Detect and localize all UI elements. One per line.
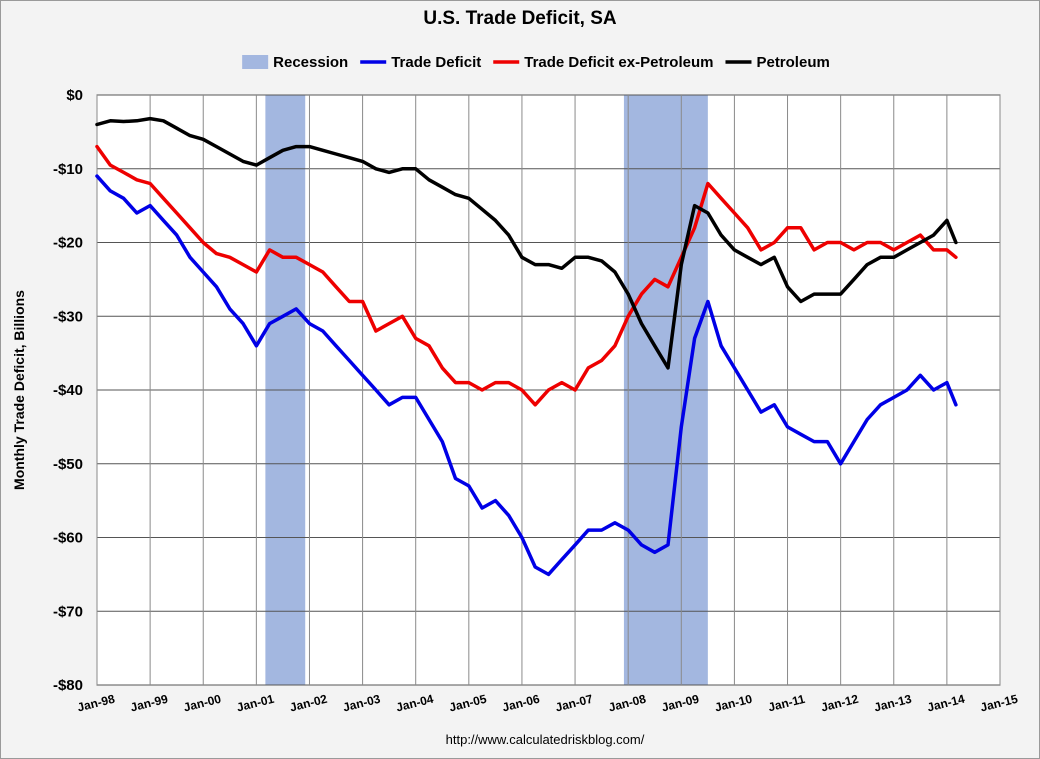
legend-label: Petroleum	[756, 54, 829, 71]
series-petroleum	[95, 116, 958, 370]
x-tick-label: Jan-13	[873, 692, 914, 715]
legend-swatch-recession	[242, 55, 269, 69]
source-url: http://www.calculatedriskblog.com/	[446, 732, 645, 747]
x-tick-label: Jan-08	[607, 692, 648, 715]
chart-title: U.S. Trade Deficit, SA	[423, 8, 616, 29]
x-tick-label: Jan-07	[554, 692, 595, 715]
y-tick-label: -$50	[53, 456, 83, 473]
x-tick-label: Jan-05	[448, 692, 489, 715]
x-tick-label: Jan-01	[235, 692, 276, 715]
y-tick-label: -$30	[53, 308, 83, 325]
x-tick-label: Jan-10	[713, 692, 754, 715]
x-tick-label: Jan-99	[129, 692, 170, 715]
x-tick-label: Jan-11	[767, 692, 807, 715]
y-tick-label: -$70	[53, 603, 83, 620]
x-tick-label: Jan-00	[182, 692, 223, 715]
x-tick-label: Jan-04	[395, 692, 436, 715]
gridlines	[96, 94, 1001, 686]
y-tick-label: -$20	[53, 235, 83, 252]
x-tick-label: Jan-15	[979, 692, 1020, 715]
x-tick-label: Jan-12	[820, 692, 861, 715]
y-tick-label: -$10	[53, 161, 83, 178]
y-axis: $0 -$10 -$20 -$30 -$40 -$50 -$60 -$70 -$80	[53, 87, 83, 694]
legend-label: Trade Deficit	[391, 54, 481, 71]
x-tick-label: Jan-14	[926, 692, 967, 715]
x-tick-label: Jan-03	[341, 692, 382, 715]
y-axis-label: Monthly Trade Deficit, Billions	[11, 290, 27, 490]
x-tick-label: Jan-02	[288, 692, 329, 715]
legend-label: Trade Deficit ex-Petroleum	[524, 54, 713, 71]
y-tick-label: $0	[66, 87, 83, 104]
legend: Recession Trade Deficit Trade Deficit ex-P…	[242, 54, 830, 71]
y-tick-label: -$40	[53, 382, 83, 399]
series-lines	[95, 116, 958, 577]
x-tick-label: Jan-06	[501, 692, 542, 715]
y-tick-label: -$80	[53, 677, 83, 694]
series-trade-deficit	[95, 174, 958, 577]
x-tick-label: Jan-09	[660, 692, 701, 715]
series-trade-deficit-ex-petroleum	[95, 144, 958, 407]
x-tick-label: Jan-98	[76, 692, 117, 715]
y-tick-label: -$60	[53, 530, 83, 547]
legend-label: Recession	[273, 54, 348, 71]
x-axis: Jan-98 Jan-99 Jan-00 Jan-01 Jan-02 Jan-03 Jan-…	[76, 692, 1020, 715]
